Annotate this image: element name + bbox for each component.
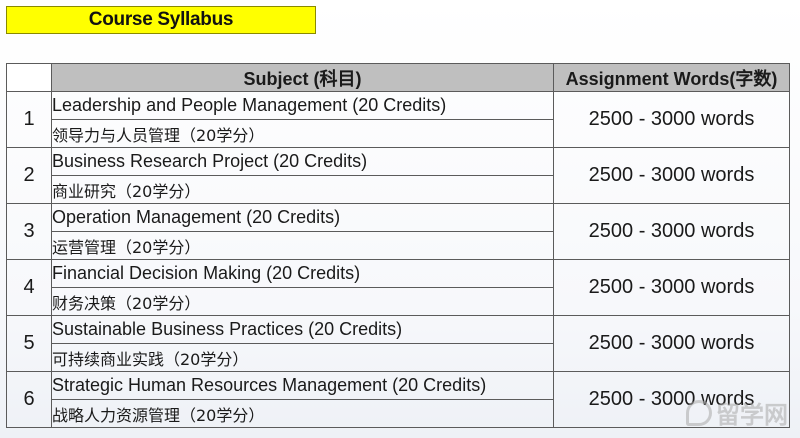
row-number: 2 <box>6 147 52 204</box>
number-column-header <box>6 63 52 92</box>
subject-chinese: 领导力与人员管理（20学分） <box>51 119 554 148</box>
subject-english: Leadership and People Management (20 Cre… <box>51 91 554 120</box>
assignment-words: 2500 - 3000 words <box>553 203 790 260</box>
subject-chinese: 战略人力资源管理（20学分） <box>51 399 554 428</box>
table-row: 5 Sustainable Business Practices (20 Cre… <box>6 315 790 372</box>
subject-english: Business Research Project (20 Credits) <box>51 147 554 176</box>
row-number: 3 <box>6 203 52 260</box>
watermark-text: 留学网 <box>716 401 788 429</box>
subject-chinese: 财务决策（20学分） <box>51 287 554 316</box>
table-row-cn: 战略人力资源管理（20学分） <box>7 399 790 428</box>
assignment-words: 2500 - 3000 words <box>553 147 790 204</box>
table-header-row: Subject (科目) Assignment Words(字数) <box>6 63 790 92</box>
row-number: 6 <box>6 371 52 428</box>
table-row-cn: 领导力与人员管理（20学分） <box>7 119 790 148</box>
table-row: 2 Business Research Project (20 Credits)… <box>6 147 790 204</box>
table-row: 6 Strategic Human Resources Management (… <box>6 371 790 428</box>
assignment-words: 2500 - 3000 words <box>553 315 790 372</box>
table-row: 4 Financial Decision Making (20 Credits)… <box>6 259 790 316</box>
assignment-words: 2500 - 3000 words <box>553 91 790 148</box>
subject-chinese: 运营管理（20学分） <box>51 231 554 260</box>
words-column-header: Assignment Words(字数) <box>553 63 790 92</box>
subject-chinese: 可持续商业实践（20学分） <box>51 343 554 372</box>
subject-chinese: 商业研究（20学分） <box>51 175 554 204</box>
subject-english: Operation Management (20 Credits) <box>51 203 554 232</box>
course-syllabus-title: Course Syllabus <box>6 6 316 34</box>
watermark-logo: 留学网 <box>686 395 788 430</box>
subject-english: Strategic Human Resources Management (20… <box>51 371 554 400</box>
table-row-cn: 可持续商业实践（20学分） <box>7 343 790 372</box>
subject-column-header: Subject (科目) <box>51 63 554 92</box>
watermark-icon <box>686 399 712 426</box>
table-row: 1 Leadership and People Management (20 C… <box>6 91 790 148</box>
assignment-words: 2500 - 3000 words <box>553 371 790 428</box>
subject-english: Sustainable Business Practices (20 Credi… <box>51 315 554 344</box>
row-number: 5 <box>6 315 52 372</box>
assignment-words: 2500 - 3000 words <box>553 259 790 316</box>
row-number: 4 <box>6 259 52 316</box>
table-row-cn: 运营管理（20学分） <box>7 231 790 260</box>
table-row: 3 Operation Management (20 Credits) 2500… <box>6 203 790 260</box>
row-number: 1 <box>6 91 52 148</box>
subject-english: Financial Decision Making (20 Credits) <box>51 259 554 288</box>
syllabus-table: Subject (科目) Assignment Words(字数) 1 Lead… <box>6 63 790 428</box>
